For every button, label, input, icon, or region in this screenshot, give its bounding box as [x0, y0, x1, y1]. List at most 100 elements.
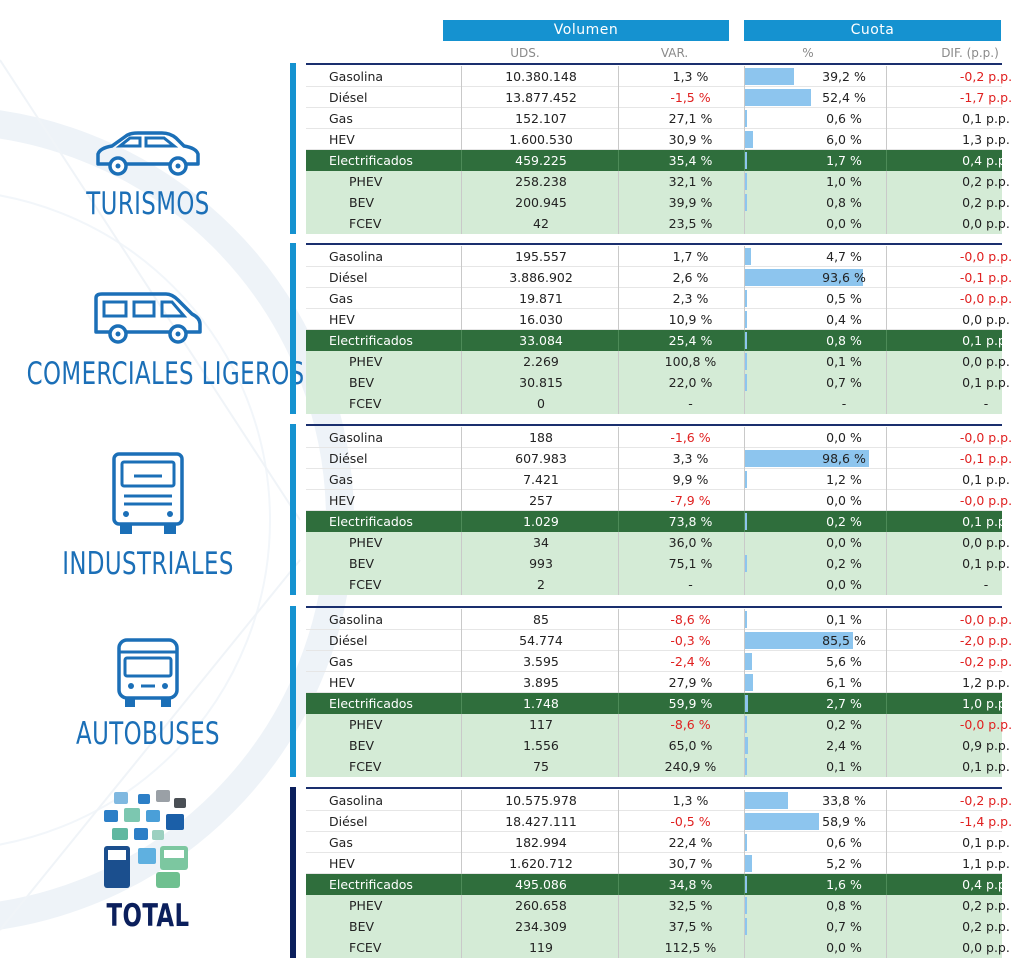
share-difference-value: 0,4 p.p.: [962, 153, 1010, 168]
column-separator: [886, 150, 887, 171]
column-separator: [744, 714, 745, 735]
column-separator: [618, 66, 619, 87]
share-value: 1,7 %: [826, 153, 862, 168]
share-difference-value: 0,0 p.p.: [962, 535, 1010, 550]
column-separator: [886, 351, 887, 372]
column-separator: [744, 309, 745, 330]
units-value: 119: [529, 940, 553, 955]
subheader-var: VAR.: [660, 46, 689, 60]
variation-value: -1,5 %: [670, 90, 711, 105]
column-separator: [744, 832, 745, 853]
variation-value: 34,8 %: [668, 877, 713, 892]
fuel-type-label: FCEV: [349, 940, 382, 955]
share-difference-value: 0,0 p.p.: [962, 354, 1010, 369]
column-separator: [744, 895, 745, 916]
column-separator: [461, 937, 462, 958]
column-separator: [744, 574, 745, 595]
fuel-type-label: FCEV: [349, 577, 382, 592]
column-separator: [618, 609, 619, 630]
share-bar: [745, 653, 753, 670]
share-difference-value: 1,0 p.p.: [962, 696, 1010, 711]
units-value: 993: [529, 556, 553, 571]
fuel-type-label: Electrificados: [329, 333, 413, 348]
table-row: Gasolina 195.557 1,7 % 4,7 % -0,0 p.p.: [306, 246, 1012, 267]
column-separator: [618, 756, 619, 777]
share-value: 1,6 %: [826, 877, 862, 892]
column-separator: [618, 427, 619, 448]
fuel-type-label: Gasolina: [329, 430, 384, 445]
fuel-type-label: Gas: [329, 654, 353, 669]
share-difference-value: -0,2 p.p.: [959, 654, 1013, 669]
units-value: 85: [533, 612, 549, 627]
category-total: TOTAL: [0, 786, 296, 934]
units-value: 2.269: [523, 354, 559, 369]
variation-value: 3,3 %: [672, 451, 709, 466]
column-separator: [461, 874, 462, 895]
fuel-type-label: PHEV: [349, 354, 383, 369]
units-value: 234.309: [515, 919, 567, 934]
table-row: HEV 3.895 27,9 % 6,1 % 1,2 p.p.: [306, 672, 1010, 693]
units-value: 3.895: [523, 675, 559, 690]
section-accent-bar: [290, 63, 296, 234]
column-separator: [744, 87, 745, 108]
share-bar: [745, 695, 749, 712]
variation-value: 100,8 %: [664, 354, 717, 369]
variation-value: 75,1 %: [668, 556, 713, 571]
share-bar: [745, 450, 870, 467]
share-value: 0,6 %: [826, 111, 862, 126]
table-row: HEV 16.030 10,9 % 0,4 % 0,0 p.p.: [306, 309, 1010, 330]
column-separator: [461, 811, 462, 832]
units-value: 182.994: [515, 835, 567, 850]
column-separator: [744, 693, 745, 714]
share-bar: [745, 834, 747, 851]
column-separator: [886, 448, 887, 469]
fuel-type-label: Electrificados: [329, 696, 413, 711]
share-difference-value: 0,0 p.p.: [962, 216, 1010, 231]
column-separator: [461, 309, 462, 330]
column-separator: [886, 490, 887, 511]
share-value: 0,1 %: [826, 354, 862, 369]
column-separator: [744, 213, 745, 234]
column-separator: [461, 651, 462, 672]
fuel-type-label: BEV: [349, 919, 375, 934]
subheader-pct: %: [802, 46, 814, 60]
share-value: 0,2 %: [826, 556, 862, 571]
share-bar: [745, 611, 747, 628]
share-difference-value: -2,0 p.p.: [959, 633, 1013, 648]
variation-value: 37,5 %: [668, 919, 713, 934]
share-difference-value: 0,0 p.p.: [962, 940, 1010, 955]
fuel-type-label: Gasolina: [329, 612, 384, 627]
column-separator: [618, 393, 619, 414]
fuel-type-label: FCEV: [349, 396, 382, 411]
variation-value: 32,5 %: [668, 898, 713, 913]
column-separator: [886, 630, 887, 651]
share-value: 0,5 %: [826, 291, 862, 306]
share-value: 39,2 %: [822, 69, 866, 84]
variation-value: 27,1 %: [668, 111, 713, 126]
column-separator: [461, 150, 462, 171]
column-separator: [744, 129, 745, 150]
column-separator: [461, 609, 462, 630]
table-row: HEV 1.620.712 30,7 % 5,2 % 1,1 p.p.: [306, 853, 1010, 874]
variation-value: 36,0 %: [668, 535, 713, 550]
column-separator: [461, 393, 462, 414]
share-difference-value: 0,1 p.p.: [962, 472, 1010, 487]
share-value: 0,8 %: [826, 195, 862, 210]
units-value: 607.983: [515, 451, 567, 466]
column-separator: [461, 756, 462, 777]
fuel-type-label: HEV: [329, 312, 355, 327]
column-separator: [886, 693, 887, 714]
column-separator: [461, 693, 462, 714]
column-separator: [618, 192, 619, 213]
fuel-type-label: PHEV: [349, 535, 383, 550]
electrified-row: Electrificados 1.748 59,9 % 2,7 % 1,0 p.p.: [306, 693, 1010, 714]
column-separator: [461, 735, 462, 756]
table-row: Gas 182.994 22,4 % 0,6 % 0,1 p.p.: [306, 832, 1010, 853]
fuel-type-label: Diésel: [329, 814, 368, 829]
category-label: TURISMOS: [86, 186, 210, 222]
fuel-type-label: Electrificados: [329, 153, 413, 168]
share-difference-value: 1,3 p.p.: [962, 132, 1010, 147]
variation-value: 30,7 %: [668, 856, 713, 871]
column-separator: [744, 66, 745, 87]
share-value: 0,2 %: [826, 717, 862, 732]
